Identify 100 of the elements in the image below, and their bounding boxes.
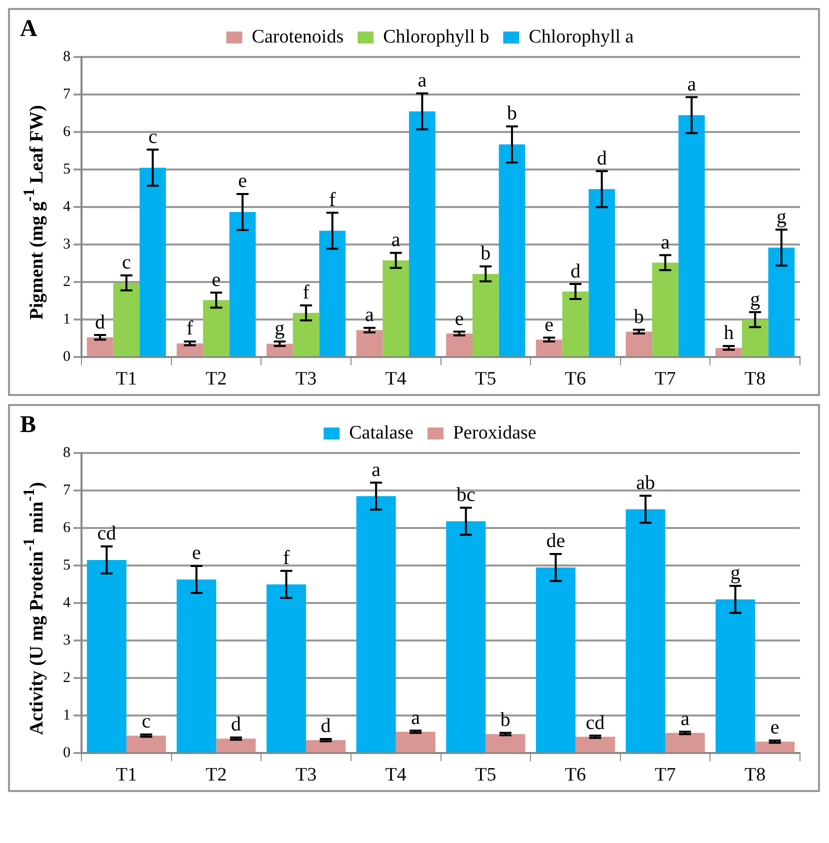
- data-label: c: [142, 710, 151, 733]
- bar: [292, 312, 320, 356]
- data-label: c: [148, 126, 158, 148]
- bar: [86, 337, 114, 356]
- x-tick-label: T4: [385, 368, 407, 390]
- data-label: d: [95, 311, 106, 334]
- data-label: a: [391, 229, 400, 252]
- bar: [409, 111, 436, 356]
- data-label: f: [186, 318, 194, 340]
- bar: [446, 334, 472, 356]
- bar: [126, 736, 166, 752]
- bar: [176, 343, 204, 356]
- x-tick-label: T4: [385, 764, 407, 786]
- bar: [716, 599, 756, 752]
- bar: [575, 736, 615, 752]
- bar: [536, 340, 562, 356]
- data-label: bc: [456, 484, 476, 506]
- y-tick-label: 0: [63, 349, 70, 366]
- chart-title: B: [20, 412, 36, 439]
- bar: [562, 292, 589, 356]
- y-tick-label: 8: [63, 48, 70, 65]
- bar: [113, 282, 140, 356]
- data-label: d: [570, 260, 580, 282]
- data-label: a: [418, 70, 427, 92]
- data-label: g: [750, 288, 760, 310]
- x-tick-label: T2: [206, 764, 227, 786]
- bar: [140, 168, 166, 356]
- bar: [356, 330, 383, 356]
- x-tick-label: T5: [475, 764, 496, 786]
- data-label: de: [546, 530, 566, 552]
- bar: [446, 521, 486, 752]
- data-label: ab: [636, 472, 655, 494]
- data-label: cd: [586, 712, 605, 734]
- x-tick-label: T1: [116, 764, 137, 786]
- data-label: b: [634, 306, 644, 328]
- bar: [319, 230, 346, 356]
- data-label: d: [320, 715, 331, 738]
- legend-label: Chlorophyll b: [383, 26, 490, 48]
- bar: [382, 260, 410, 356]
- bar: [498, 144, 526, 356]
- data-label: g: [274, 318, 285, 340]
- bar: [203, 300, 230, 356]
- data-label: f: [282, 547, 290, 570]
- x-tick-label: T2: [206, 368, 227, 390]
- data-label: b: [507, 102, 517, 125]
- x-tick-label: T5: [475, 368, 496, 390]
- y-tick-label: 5: [63, 558, 70, 574]
- bar: [768, 248, 795, 356]
- bar: [755, 742, 795, 752]
- y-tick-label: 2: [63, 274, 70, 290]
- x-tick-label: T3: [295, 764, 317, 786]
- bar: [678, 115, 705, 356]
- data-label: f: [329, 188, 336, 211]
- data-label: a: [660, 231, 670, 254]
- bar: [396, 732, 436, 752]
- data-label: cd: [97, 522, 116, 545]
- y-tick-label: 3: [63, 632, 70, 649]
- bar: [742, 320, 768, 356]
- bar: [626, 332, 652, 356]
- bar: [472, 274, 499, 356]
- bar: [306, 740, 346, 752]
- data-label: e: [454, 308, 464, 330]
- data-label: e: [770, 716, 780, 739]
- y-tick-label: 1: [63, 312, 70, 328]
- y-tick-label: 6: [63, 124, 71, 140]
- y-tick-label: 7: [63, 86, 71, 102]
- y-tick-label: 7: [63, 482, 71, 498]
- data-label: d: [230, 714, 241, 736]
- data-label: a: [372, 458, 381, 481]
- data-label: g: [776, 206, 786, 228]
- data-label: a: [687, 73, 696, 96]
- bar: [536, 567, 576, 752]
- y-tick-label: 4: [63, 199, 71, 216]
- data-label: e: [238, 170, 248, 192]
- data-label: a: [365, 304, 374, 326]
- bar: [176, 579, 216, 752]
- bar: [486, 734, 526, 752]
- bar: [356, 496, 396, 752]
- data-label: a: [680, 708, 690, 730]
- bar: [626, 509, 666, 752]
- x-tick-label: T3: [295, 368, 317, 390]
- bar: [86, 560, 126, 752]
- bar: [266, 344, 293, 356]
- bar: [229, 212, 256, 356]
- bar: [652, 262, 678, 356]
- data-label: b: [480, 242, 491, 265]
- x-tick-label: T6: [564, 368, 586, 390]
- y-tick-label: 3: [63, 236, 70, 253]
- y-tick-label: 0: [63, 745, 70, 762]
- data-label: h: [724, 322, 734, 344]
- y-tick-label: 8: [63, 444, 70, 461]
- data-label: e: [544, 314, 554, 336]
- data-label: f: [302, 282, 310, 304]
- x-tick-label: T7: [654, 764, 676, 786]
- data-label: e: [212, 268, 221, 291]
- x-tick-label: T8: [744, 368, 766, 390]
- data-label: b: [500, 709, 510, 732]
- y-tick-label: 2: [63, 670, 70, 686]
- y-tick-label: 5: [63, 162, 70, 178]
- y-tick-label: 6: [63, 520, 71, 536]
